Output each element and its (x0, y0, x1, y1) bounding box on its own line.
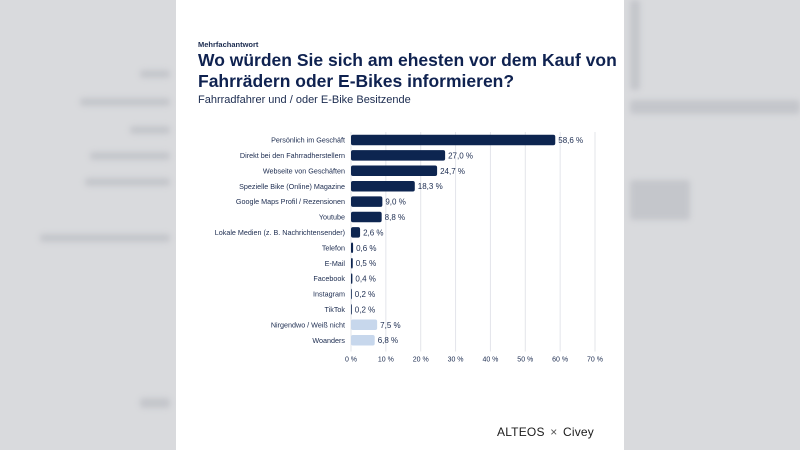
x-tick-label: 70 % (587, 356, 603, 363)
category-label: Webseite von Geschäften (263, 166, 345, 175)
category-label: Direkt bei den Fahrradherstellern (240, 151, 345, 160)
data-label: 0,6 % (356, 244, 376, 253)
x-tick-label: 10 % (378, 356, 394, 363)
bar (351, 227, 361, 238)
grid-lines (350, 132, 596, 352)
x-tick-label: 40 % (482, 356, 498, 363)
category-label: Google Maps Profil / Rezensionen (236, 197, 345, 206)
data-label: 6,8 % (378, 336, 398, 345)
data-label: 58,6 % (558, 136, 583, 145)
x-tick-label: 20 % (413, 356, 429, 363)
category-label: Nirgendwo / Weiß nicht (271, 320, 345, 329)
bar (351, 319, 378, 331)
chart-title: Wo würden Sie sich am ehesten vor dem Ka… (198, 50, 617, 91)
category-label: Youtube (319, 213, 345, 222)
alteos-logo: ALTEOS (497, 425, 545, 439)
category-label: TikTok (325, 305, 346, 314)
data-label: 24,7 % (440, 167, 465, 176)
bar (351, 242, 354, 254)
data-label: 0,4 % (355, 275, 375, 284)
data-label: 0,2 % (355, 290, 375, 299)
data-label: 7,5 % (380, 321, 400, 330)
category-label: Telefon (322, 243, 345, 252)
data-label: 9,0 % (385, 198, 405, 207)
question-type-label: Mehrfachantwort (198, 40, 259, 49)
category-label: Persönlich im Geschäft (271, 136, 345, 145)
category-label: Spezielle Bike (Online) Magazine (239, 182, 345, 191)
data-label: 27,0 % (448, 151, 473, 160)
bar (351, 196, 383, 207)
data-label: 2,6 % (363, 228, 383, 237)
bar (351, 304, 352, 315)
bar (351, 334, 375, 346)
bar (351, 288, 352, 300)
data-label: 0,5 % (356, 259, 376, 268)
x-tick-label: 60 % (552, 356, 568, 363)
bar (351, 257, 353, 269)
category-label: Facebook (313, 274, 345, 283)
chart-subtitle: Fahrradfahrer und / oder E-Bike Besitzen… (198, 94, 411, 106)
brand-separator: × (550, 425, 558, 439)
x-tick-label: 30 % (448, 356, 464, 363)
x-tick-label: 50 % (517, 356, 533, 363)
data-label: 0,2 % (355, 305, 375, 314)
bars (351, 134, 556, 346)
bar (351, 150, 446, 161)
bar (351, 180, 415, 192)
category-label: Woanders (312, 336, 345, 345)
x-tick-label: 0 % (345, 356, 357, 363)
category-label: Lokale Medien (z. B. Nachrichtensender) (215, 228, 345, 237)
data-label: 8,8 % (385, 213, 405, 222)
x-axis-ticks: 0 % 10 % 20 % 30 % 40 % 50 % 60 % 70 % (345, 356, 603, 363)
bar (351, 165, 438, 177)
category-label: Instagram (313, 290, 345, 299)
brand-footer: ALTEOS × Civey (497, 425, 594, 439)
category-label: E-Mail (325, 259, 346, 268)
infographic-card: Mehrfachantwort Wo würden Sie sich am eh… (176, 0, 624, 450)
bar-chart: Persönlich im Geschäft Direkt bei den Fah… (215, 132, 603, 363)
civey-logo: Civey (562, 425, 594, 439)
value-labels: 58,6 % 27,0 % 24,7 % 18,3 % 9,0 % 8,8 %2,6 % 0… (355, 136, 583, 345)
data-label: 18,3 % (418, 182, 443, 191)
category-labels: Persönlich im Geschäft Direkt bei den Fah… (215, 136, 346, 345)
bar (351, 273, 353, 284)
bar (351, 134, 556, 146)
bar (351, 211, 382, 223)
